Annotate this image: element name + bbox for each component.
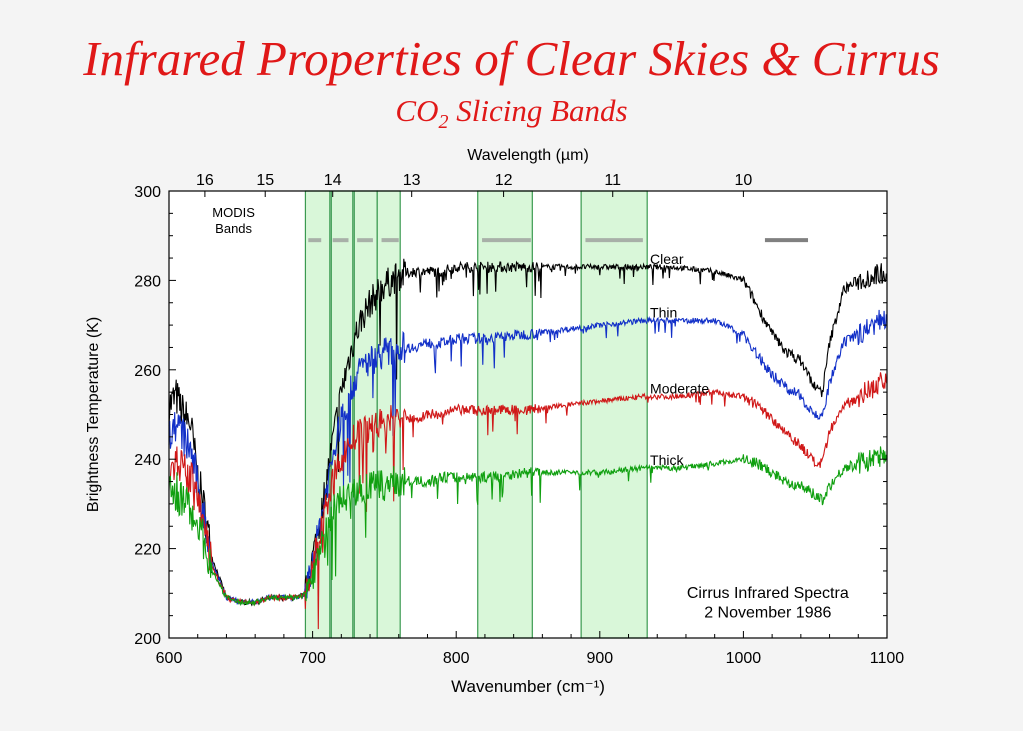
y-tick-label: 260 — [134, 363, 161, 380]
caption-line-1: Cirrus Infrared Spectra — [687, 585, 849, 602]
page-subtitle: CO2 Slicing Bands — [0, 93, 1023, 133]
modis-label: Bands — [215, 221, 252, 236]
y-axis-label: Brightness Temperature (K) — [85, 317, 102, 512]
series-label-thick: Thick — [650, 452, 684, 468]
top-tick-label: 14 — [324, 172, 342, 189]
y-tick-label: 220 — [134, 542, 161, 559]
x-tick-label: 900 — [586, 650, 613, 667]
top-tick-label: 16 — [196, 172, 214, 189]
y-tick-label: 200 — [134, 631, 161, 648]
series-label-moderate: Moderate — [650, 381, 709, 397]
top-tick-label: 13 — [403, 172, 421, 189]
slicing-band-3 — [353, 190, 378, 639]
y-tick-label: 240 — [134, 452, 161, 469]
x-tick-label: 1100 — [870, 650, 905, 667]
x-tick-label: 600 — [156, 650, 183, 667]
page-title: Infrared Properties of Clear Skies & Cir… — [83, 31, 940, 86]
series-label-thin: Thin — [650, 305, 677, 321]
x-axis-label: Wavenumber (cm⁻¹) — [451, 677, 605, 696]
caption-line-2: 2 November 1986 — [704, 604, 831, 621]
x-tick-label: 700 — [299, 650, 326, 667]
x-tick-label: 800 — [443, 650, 470, 667]
slicing-band-6 — [580, 190, 648, 639]
subtitle-co: CO — [395, 93, 439, 128]
x-tick-label: 1000 — [726, 650, 762, 667]
y-tick-label: 280 — [134, 273, 161, 290]
top-axis-label: Wavelength (µm) — [467, 147, 589, 164]
subtitle-rest: Slicing Bands — [448, 93, 628, 128]
top-tick-label: 15 — [256, 172, 274, 189]
top-tick-label: 12 — [495, 172, 513, 189]
modis-label: MODIS — [212, 205, 255, 220]
series-label-clear: Clear — [650, 251, 684, 267]
top-tick-label: 11 — [604, 172, 621, 189]
subtitle-subscript: 2 — [438, 111, 449, 133]
y-tick-label: 300 — [134, 184, 161, 201]
series-thick-line — [168, 446, 888, 607]
top-tick-label: 10 — [735, 172, 753, 189]
